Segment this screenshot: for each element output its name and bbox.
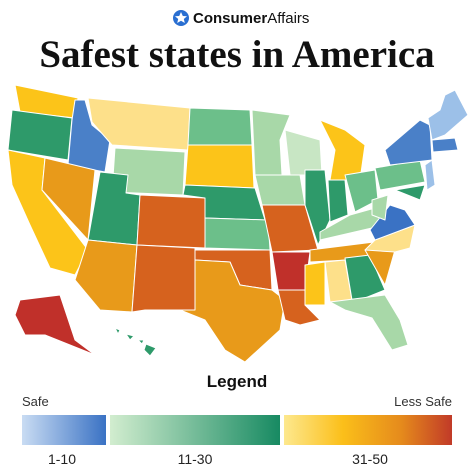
state (371, 194, 389, 221)
state (254, 174, 306, 206)
state (319, 119, 366, 181)
logo-light: Affairs (267, 10, 309, 27)
state (374, 159, 426, 191)
legend-left-label: Safe (22, 394, 49, 409)
title: Safest states in America (39, 33, 434, 76)
state (329, 294, 409, 351)
legend-range: 31-50 (352, 451, 388, 467)
state (271, 251, 311, 291)
logo-star (175, 12, 187, 23)
logo-bold: Consumer (193, 10, 267, 27)
legend-title: Legend (207, 372, 267, 391)
logo-text: ConsumerAffairs (193, 10, 309, 27)
state (184, 144, 255, 189)
state (143, 343, 157, 357)
legend-swatch (110, 415, 280, 445)
state-map (7, 84, 469, 363)
state (187, 107, 253, 146)
state (427, 89, 469, 141)
state (424, 159, 436, 191)
state (14, 294, 96, 356)
state (394, 184, 426, 201)
state (204, 217, 271, 251)
state (87, 97, 191, 151)
state (284, 129, 323, 176)
legend-range: 1-10 (48, 451, 76, 467)
state (67, 99, 111, 173)
state (136, 194, 206, 249)
legend-swatch (22, 415, 106, 445)
legend-right-label: Less Safe (394, 394, 452, 409)
state (114, 327, 121, 335)
state (125, 333, 135, 341)
state (179, 259, 286, 363)
state (384, 119, 433, 166)
state (251, 109, 291, 176)
state (131, 244, 196, 313)
state (74, 239, 138, 313)
state (344, 254, 386, 301)
legend-range: 11-30 (178, 451, 213, 467)
state (431, 137, 459, 153)
state (304, 261, 326, 306)
state (137, 339, 145, 345)
state (327, 179, 349, 223)
legend-swatch (284, 415, 452, 445)
logo: ConsumerAffairs (173, 10, 309, 27)
